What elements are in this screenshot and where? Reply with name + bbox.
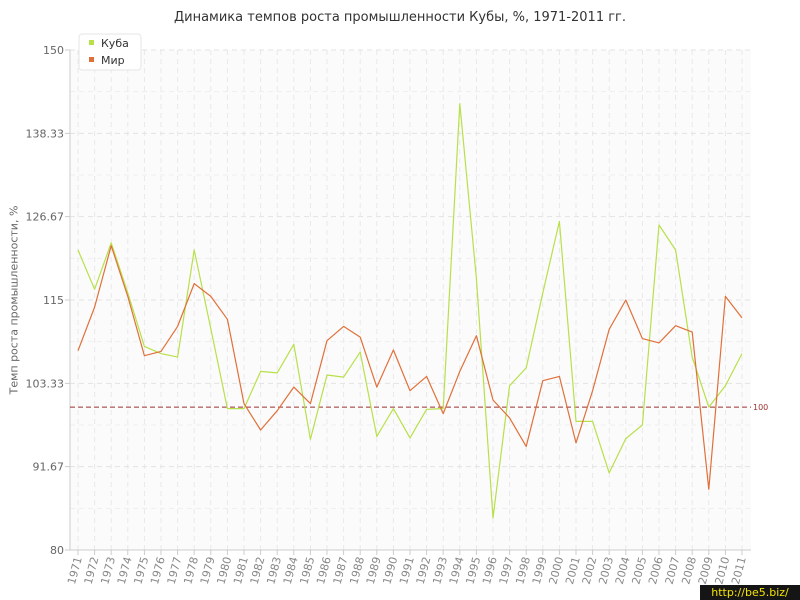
reference-line-label: 100 <box>753 403 768 412</box>
chart-title: Динамика темпов роста промышленности Куб… <box>173 10 627 25</box>
legend[interactable]: Куба Мир <box>78 33 142 71</box>
y-tick-labels: 80 91.67 103.33 115 126.67 138.33 150 <box>26 44 70 557</box>
grid <box>70 49 751 550</box>
legend-box <box>78 33 142 71</box>
legend-swatch-cuba <box>89 40 94 45</box>
y-tick-label: 150 <box>43 44 64 57</box>
watermark[interactable]: http://be5.biz/ <box>700 585 800 600</box>
series-line-cuba[interactable] <box>77 102 743 519</box>
y-tick-label: 115 <box>43 294 64 307</box>
series-line-world[interactable] <box>77 245 743 490</box>
series-lines <box>77 102 743 519</box>
legend-swatch-world <box>89 57 94 62</box>
x-tick-labels: 1971197219731974197519761977197819791980… <box>65 550 749 586</box>
x-tick-label: 2011 <box>729 555 749 585</box>
reference-line-group: 100 <box>70 403 768 412</box>
y-tick-label: 126.67 <box>26 211 65 224</box>
legend-label-cuba[interactable]: Куба <box>101 37 129 50</box>
y-tick-label: 103.33 <box>26 377 65 390</box>
legend-label-world[interactable]: Мир <box>101 54 125 67</box>
y-tick-label: 80 <box>50 544 64 557</box>
y-tick-label: 91.67 <box>33 461 65 474</box>
y-tick-label: 138.33 <box>26 127 65 140</box>
